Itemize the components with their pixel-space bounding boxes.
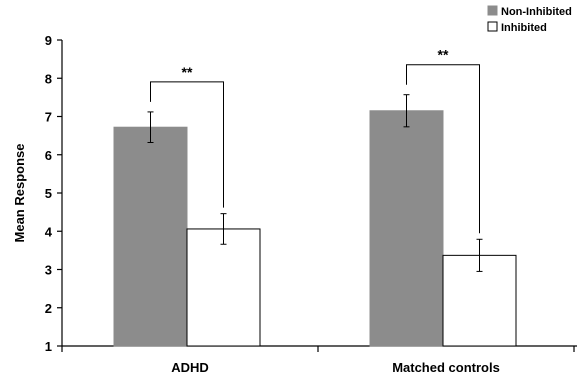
y-tick-label: 2	[45, 301, 52, 316]
legend-entry: Inhibited	[501, 22, 547, 34]
legend-entry: Non-Inhibited	[501, 6, 572, 18]
y-tick-label: 3	[45, 263, 52, 278]
bar	[186, 228, 261, 347]
x-category-label: ADHD	[171, 360, 209, 375]
bar	[113, 126, 188, 347]
y-tick-label: 1	[45, 339, 52, 354]
y-tick-label: 4	[45, 224, 53, 239]
y-tick-label: 6	[45, 148, 52, 163]
significance-label: **	[438, 47, 449, 63]
significance-bracket	[406, 64, 480, 234]
y-axis-title: Mean Response	[12, 144, 27, 243]
legend: Non-Inhibited Inhibited	[487, 5, 572, 34]
legend-swatch	[487, 5, 498, 16]
significance-bracket	[150, 81, 224, 208]
legend-swatch	[487, 21, 498, 32]
y-tick-label: 5	[45, 186, 52, 201]
y-tick-label: 9	[45, 33, 52, 48]
y-tick-label: 7	[45, 110, 52, 125]
bar	[369, 110, 444, 347]
x-category-label: Matched controls	[392, 360, 500, 375]
plot-area: 1 2 3 4 5 6 7 8 9 ADHD ** Matched controls **	[45, 33, 577, 375]
y-tick-label: 8	[45, 71, 52, 86]
significance-label: **	[182, 64, 193, 80]
